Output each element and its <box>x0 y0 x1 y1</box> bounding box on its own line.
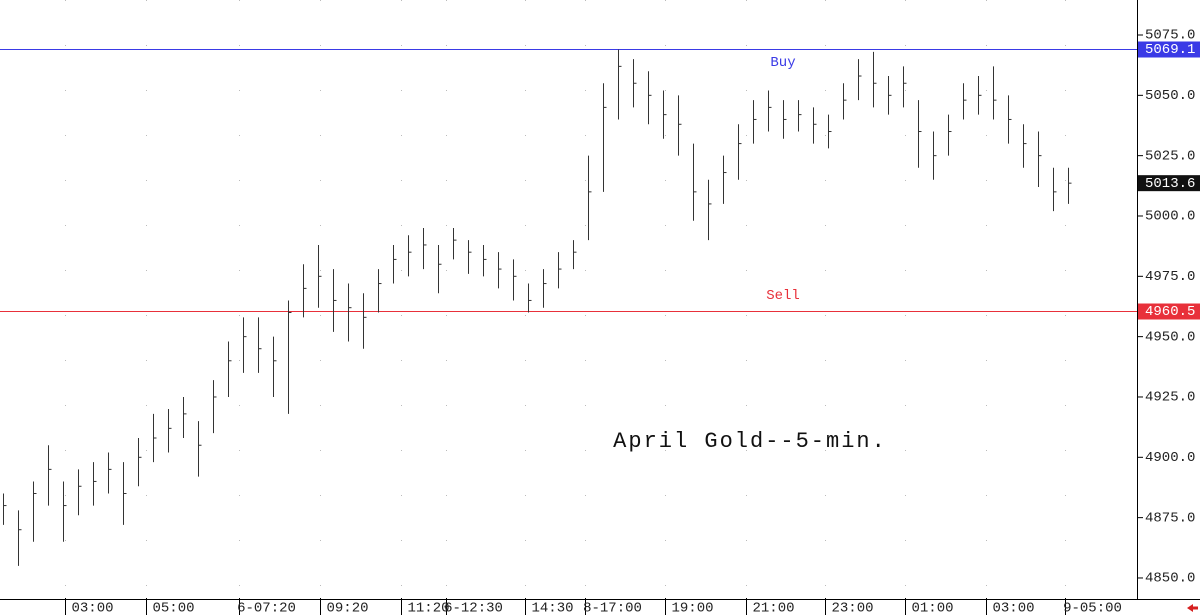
y-tick-label: 4875.0 <box>1145 510 1195 526</box>
x-tick-label: 19:00 <box>671 601 713 615</box>
price-bars <box>3 49 1072 566</box>
y-tick-label: 4975.0 <box>1145 269 1195 285</box>
x-tick-label: 9-05:00 <box>1063 601 1122 615</box>
y-tick-label: 4925.0 <box>1145 390 1195 406</box>
last-price-box <box>1138 175 1200 192</box>
x-tick-label: 6-07:20 <box>237 601 296 615</box>
y-tick-label: 5025.0 <box>1145 148 1195 164</box>
scroll-arrow[interactable] <box>1187 604 1198 612</box>
y-tick-label: 4950.0 <box>1145 329 1195 345</box>
x-tick-label: 23:00 <box>831 601 873 615</box>
y-tick-label: 4850.0 <box>1145 571 1195 587</box>
last-price: 5013.6 <box>1145 176 1195 192</box>
level-price: 5069.1 <box>1145 42 1195 58</box>
level-price-box <box>1138 41 1200 58</box>
x-tick-label: 03:00 <box>71 601 113 615</box>
x-tick-label: 05:00 <box>152 601 194 615</box>
x-tick-label: 6-12:30 <box>444 601 503 615</box>
x-tick-label: 03:00 <box>992 601 1034 615</box>
level-label: Buy <box>770 55 795 71</box>
chart-title: April Gold--5-min. <box>613 429 887 454</box>
y-tick-label: 5075.0 <box>1145 28 1195 44</box>
level-price: 4960.5 <box>1145 304 1195 320</box>
level-price-box <box>1138 303 1200 320</box>
x-tick-label: 11:20 <box>407 601 449 615</box>
x-tick-label: 21:00 <box>752 601 794 615</box>
level-label: Sell <box>766 288 800 304</box>
y-tick-label: 5050.0 <box>1145 88 1195 104</box>
y-tick-label: 5000.0 <box>1145 209 1195 225</box>
x-tick-label: 14:30 <box>531 601 573 615</box>
x-tick-label: 8-17:00 <box>583 601 642 615</box>
x-tick-label: 01:00 <box>911 601 953 615</box>
y-tick-label: 4900.0 <box>1145 450 1195 466</box>
x-tick-label: 09:20 <box>326 601 368 615</box>
